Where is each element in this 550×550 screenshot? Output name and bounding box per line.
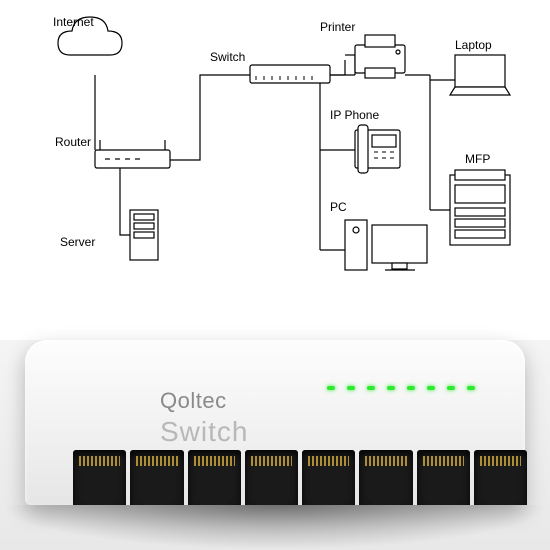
product-photo: Qoltec Switch	[0, 340, 550, 550]
led-indicator	[387, 386, 395, 390]
brand-text: Qoltec	[160, 388, 227, 414]
led-indicator	[447, 386, 455, 390]
label-mfp: MFP	[465, 152, 490, 166]
network-diagram: Internet Router Server Switch Printer IP…	[0, 0, 550, 340]
label-printer: Printer	[320, 20, 355, 34]
rj45-port	[188, 450, 241, 505]
ethernet-ports	[73, 450, 527, 505]
label-ipphone: IP Phone	[330, 108, 379, 122]
label-router: Router	[55, 135, 91, 149]
rj45-port	[245, 450, 298, 505]
led-indicator	[327, 386, 335, 390]
label-laptop: Laptop	[455, 38, 492, 52]
led-indicator	[407, 386, 415, 390]
label-server: Server	[60, 235, 95, 249]
led-indicator	[347, 386, 355, 390]
led-row	[327, 386, 475, 390]
model-label: Switch	[160, 416, 248, 448]
rj45-port	[474, 450, 527, 505]
led-indicator	[367, 386, 375, 390]
switch-device: Qoltec Switch	[25, 340, 525, 505]
rj45-port	[302, 450, 355, 505]
label-internet: Internet	[53, 15, 94, 29]
rj45-port	[73, 450, 126, 505]
drop-shadow	[0, 505, 550, 550]
rj45-port	[359, 450, 412, 505]
rj45-port	[130, 450, 183, 505]
label-pc: PC	[330, 200, 347, 214]
label-switch: Switch	[210, 50, 245, 64]
led-indicator	[467, 386, 475, 390]
led-indicator	[427, 386, 435, 390]
rj45-port	[417, 450, 470, 505]
